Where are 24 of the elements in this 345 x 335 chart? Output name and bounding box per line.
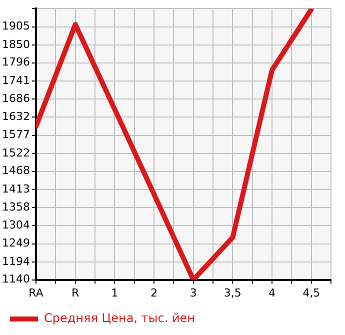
y-tick-label: 1304	[2, 218, 30, 232]
y-tick-label: 1249	[2, 236, 30, 250]
y-tick-label: 1741	[2, 74, 30, 87]
y-tick-label: 1468	[2, 164, 30, 178]
legend-label: Средняя Цена, тыс. йен	[44, 311, 196, 326]
x-tick-label: 1	[111, 286, 118, 300]
x-tick-label: 3,5	[224, 286, 242, 300]
y-tick-label: 1194	[2, 254, 30, 268]
y-tick-label: 1577	[2, 128, 30, 142]
y-tick-label: 1140	[2, 272, 30, 286]
x-tick-label: 4,5	[302, 286, 320, 300]
x-tick-label: 3	[190, 286, 197, 300]
x-tick-label: R	[72, 286, 80, 300]
x-tick-label: 2	[150, 286, 158, 300]
y-tick-label: 1522	[2, 146, 30, 160]
y-tick-label: 1413	[2, 182, 30, 196]
y-tick-label: 1686	[2, 92, 30, 106]
y-tick-label: 1905	[2, 20, 30, 33]
y-tick-label: 1632	[2, 110, 30, 123]
y-tick-label: 1796	[2, 56, 30, 69]
x-tick-label: RA	[28, 286, 44, 300]
y-tick-label: 1358	[2, 200, 30, 214]
x-tick-label: 4	[268, 286, 276, 300]
y-tick-label: 1850	[2, 38, 30, 51]
